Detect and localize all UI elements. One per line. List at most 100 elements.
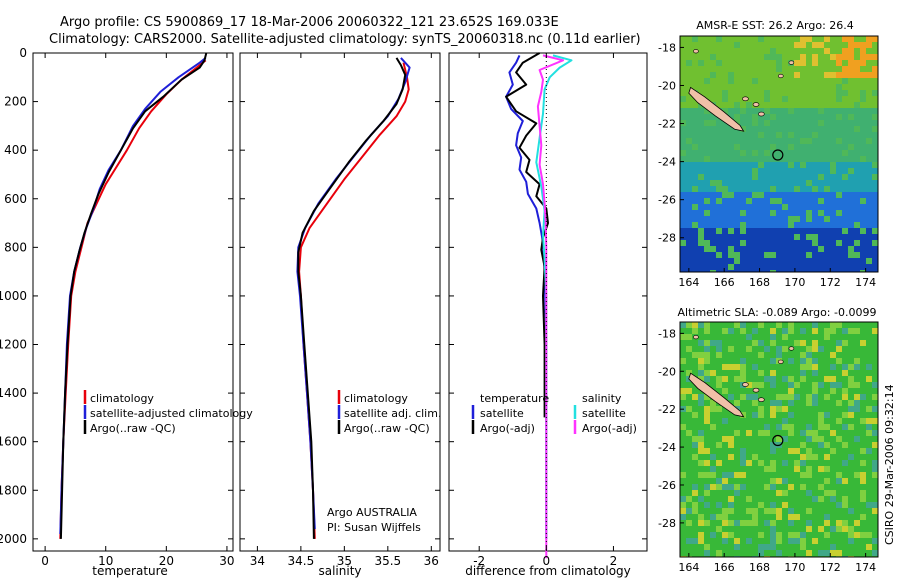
map-cell [692,180,698,186]
map-cell [758,364,764,370]
map-cell [728,538,734,544]
map-cell [704,484,710,490]
map-cell [680,508,686,514]
map-cell [788,358,794,364]
map-cell [692,270,698,272]
map-cell [812,382,818,388]
map-cell [818,502,824,508]
map-cell [710,550,716,556]
map-cell [860,210,866,216]
map-cell [860,406,866,412]
map-cell [752,48,758,54]
map-cell [806,258,812,264]
map-cell [842,150,848,156]
map-cell [854,388,860,394]
map-cell [740,364,746,370]
map-cell [686,78,692,84]
map-cell [872,352,878,358]
map-cell [794,394,800,400]
map-cell [686,222,692,228]
map-cell [800,370,806,376]
map-cell [782,370,788,376]
map-cell [836,234,842,240]
map-cell [860,168,866,174]
map-cell [758,460,764,466]
map-cell [758,174,764,180]
map-cell [824,66,830,72]
map-cell [824,210,830,216]
map-cell [728,394,734,400]
map-cell [794,406,800,412]
map-cell [710,346,716,352]
map-cell [740,246,746,252]
map-cell [704,478,710,484]
map-cell [764,96,770,102]
map-cell [818,436,824,442]
map-cell [746,60,752,66]
map-cell [692,108,698,114]
map-cell [770,138,776,144]
map-cell [728,174,734,180]
sst-map-ytick-label-1: -20 [658,79,676,92]
map-cell [764,400,770,406]
map-cell [722,418,728,424]
map-cell [848,60,854,66]
map-cell [860,36,866,42]
map-cell [788,240,794,246]
map-cell [686,322,692,328]
map-cell [758,406,764,412]
map-cell [872,502,878,508]
map-cell [704,222,710,228]
map-cell [794,436,800,442]
map-cell [854,186,860,192]
map-cell [692,252,698,258]
map-cell [770,370,776,376]
map-cell [788,168,794,174]
map-cell [860,96,866,102]
map-cell [800,72,806,78]
map-cell [812,90,818,96]
map-cell [764,550,770,556]
map-cell [776,246,782,252]
map-cell [794,150,800,156]
map-cell [734,526,740,532]
map-cell [848,400,854,406]
map-cell [698,198,704,204]
map-cell [698,174,704,180]
map-cell [752,508,758,514]
map-cell [836,502,842,508]
vanuatu-island-2 [693,335,699,340]
map-cell [872,466,878,472]
map-cell [812,430,818,436]
map-cell [806,340,812,346]
map-cell [836,412,842,418]
map-cell [764,72,770,78]
map-cell [686,430,692,436]
map-cell [734,346,740,352]
map-cell [812,270,818,272]
map-cell [710,520,716,526]
map-cell [842,406,848,412]
map-cell [698,36,704,42]
map-cell [746,376,752,382]
map-cell [722,84,728,90]
map-cell [848,96,854,102]
map-cell [812,502,818,508]
map-cell [842,48,848,54]
map-cell [734,550,740,556]
map-cell [800,550,806,556]
map-cell [806,346,812,352]
map-cell [824,252,830,258]
map-cell [770,538,776,544]
salinity-axis-label: salinity [318,564,361,578]
map-cell [830,252,836,258]
map-cell [854,168,860,174]
map-cell [764,270,770,272]
map-cell [860,192,866,198]
map-cell [710,334,716,340]
map-cell [782,388,788,394]
map-cell [704,90,710,96]
map-cell [764,204,770,210]
map-cell [824,508,830,514]
map-cell [722,126,728,132]
